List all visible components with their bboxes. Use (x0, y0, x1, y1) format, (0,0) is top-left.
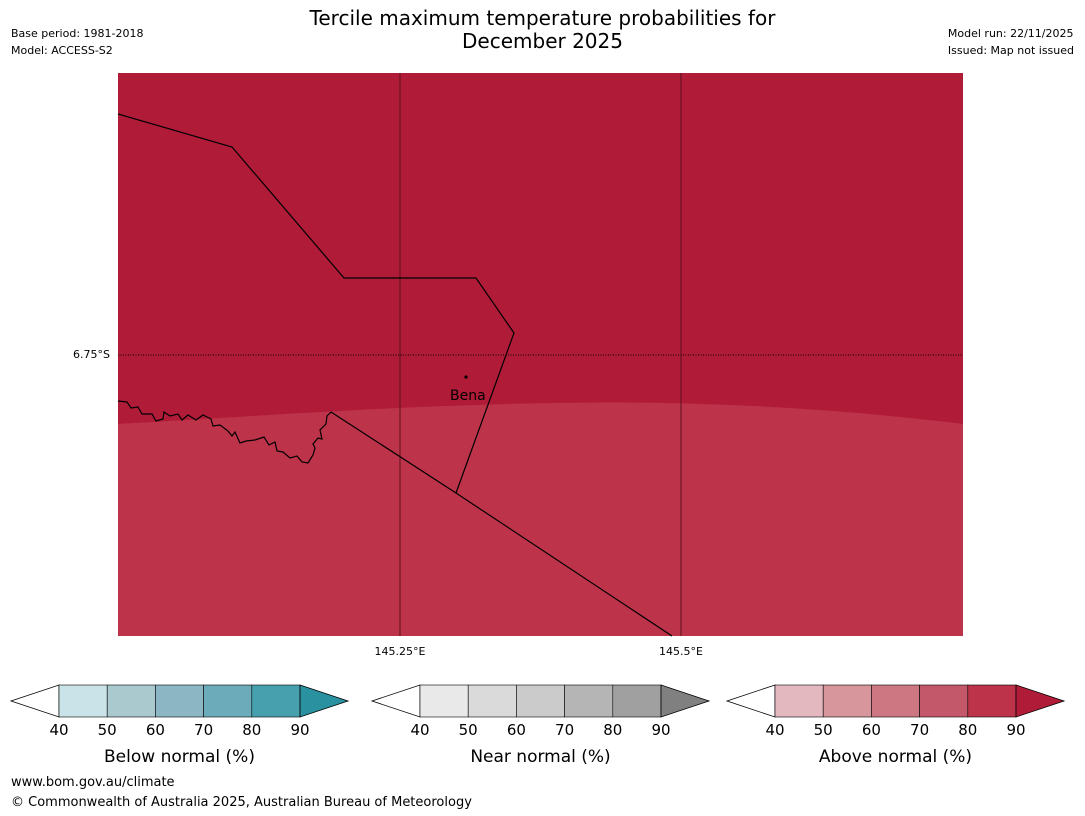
forecast-map: Bena 6.75°S 145.25°E 145.5°E (73, 73, 963, 658)
legend-near-label: Near normal (%) (470, 747, 610, 767)
longitude-label-145-25: 145.25°E (375, 645, 426, 658)
footer-url: www.bom.gov.au/climate (11, 775, 175, 790)
legend-above: 40 50 60 70 80 90 Above normal (%) (725, 684, 1066, 767)
legend-below-label: Below normal (%) (104, 747, 255, 767)
legend-below-tick: 80 (242, 721, 261, 739)
legend-below-swatch (58, 684, 108, 718)
legend-near-tick: 90 (651, 721, 670, 739)
legend-below-tick: 40 (49, 721, 68, 739)
meta-left: Base period: 1981-2018 Model: ACCESS-S2 (11, 25, 143, 59)
legend-above-high-arrow (1015, 684, 1066, 718)
legend-near-tick: 40 (410, 721, 429, 739)
legend-above-swatch (822, 684, 872, 718)
legend-near-swatch (516, 684, 565, 718)
title-line-2: December 2025 (462, 29, 623, 53)
legend-below-swatch (251, 684, 301, 718)
chart-title: Tercile maximum temperature probabilitie… (0, 7, 1085, 53)
legend-above-swatch (774, 684, 824, 718)
legend-near: 40 50 60 70 80 90 Near normal (%) (370, 684, 711, 767)
legend-below-tick: 90 (290, 721, 309, 739)
legend-below-tick: 50 (98, 721, 117, 739)
legend-below-swatch (155, 684, 204, 718)
legend-below-tick: 70 (194, 721, 213, 739)
legend-above-tick: 70 (910, 721, 929, 739)
legend-below-swatch (203, 684, 253, 718)
legend-above-swatch (871, 684, 920, 718)
legend-near-swatch (419, 684, 469, 718)
legend-above-tick: 40 (765, 721, 784, 739)
legend-below-high-arrow (299, 684, 350, 718)
legend-below-low-arrow (9, 684, 60, 718)
legend-above-low-arrow (725, 684, 776, 718)
legend-near-swatch (612, 684, 662, 718)
legend-above-tick: 90 (1006, 721, 1025, 739)
legend-near-swatch (467, 684, 517, 718)
legend-near-high-arrow (660, 684, 711, 718)
latitude-label: 6.75°S (73, 348, 110, 361)
legend-near-low-arrow (370, 684, 421, 718)
town-marker (464, 375, 468, 379)
legend-above-swatch (919, 684, 969, 718)
legend-near-swatch (564, 684, 614, 718)
legend-area: 40 50 60 70 80 90 Below normal (%) 40 50 60 70 80 90… (9, 684, 1066, 767)
legend-above-swatch (967, 684, 1017, 718)
legend-near-tick: 70 (555, 721, 574, 739)
model-name: Model: ACCESS-S2 (11, 44, 113, 57)
legend-near-tick: 50 (459, 721, 478, 739)
river-border (117, 400, 332, 464)
legend-above-tick: 50 (814, 721, 833, 739)
place-label-bena: Bena (450, 388, 486, 404)
longitude-label-145-5: 145.5°E (659, 645, 703, 658)
footer-copyright: © Commonwealth of Australia 2025, Austra… (11, 795, 472, 810)
province-border-north (117, 113, 515, 494)
base-period: Base period: 1981-2018 (11, 27, 144, 40)
legend-above-tick: 80 (958, 721, 977, 739)
legend-below-tick: 60 (146, 721, 165, 739)
legend-near-tick: 60 (507, 721, 526, 739)
province-border-south (330, 411, 673, 637)
legend-above-tick: 60 (862, 721, 881, 739)
legend-below-swatch (106, 684, 156, 718)
meta-right: Model run: 22/11/2025 Issued: Map not is… (948, 25, 1074, 59)
model-run: Model run: 22/11/2025 (947, 27, 1074, 40)
legend-above-label: Above normal (%) (819, 747, 972, 767)
probability-region-lower (118, 402, 963, 636)
title-line-1: Tercile maximum temperature probabilitie… (309, 6, 776, 30)
legend-below: 40 50 60 70 80 90 Below normal (%) (9, 684, 350, 767)
legend-near-tick: 80 (603, 721, 622, 739)
issued-status: Issued: Map not issued (947, 44, 1074, 57)
